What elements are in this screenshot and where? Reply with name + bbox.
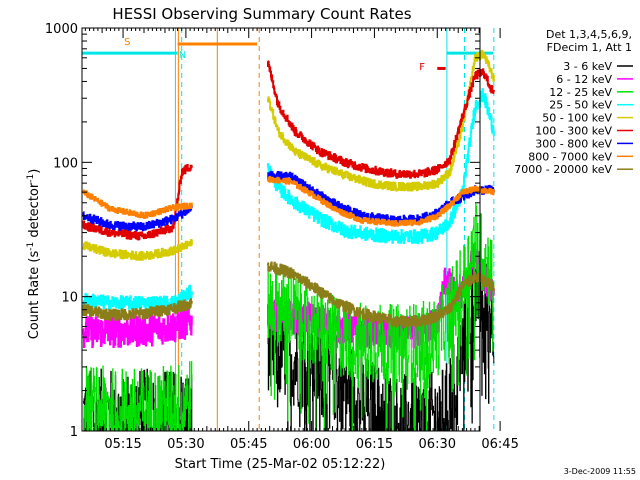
y-tick-label: 1000	[45, 22, 78, 37]
generation-timestamp: 3-Dec-2009 11:55	[564, 467, 636, 476]
annotation-n: N	[179, 50, 186, 61]
y-axis-label-sup2: -1	[26, 174, 36, 183]
series-line-4-segment-1	[267, 49, 495, 192]
series-line-7-segment-0	[82, 189, 193, 219]
series-line-8-segment-0	[82, 298, 193, 322]
x-tick-label: 06:00	[293, 437, 330, 452]
y-axis-label: Count Rate (s-1 detector-1)	[26, 169, 42, 340]
x-tick-label: 06:15	[356, 437, 393, 452]
chart-title: HESSI Observing Summary Count Rates	[112, 5, 411, 23]
series-line-3-segment-1	[267, 88, 495, 245]
y-tick-label: 100	[53, 156, 78, 171]
legend-label: 25 - 50 keV	[549, 99, 612, 112]
annotation-f: F	[419, 62, 425, 73]
series-line-2-segment-1	[267, 203, 495, 432]
series-line-2-segment-0	[83, 361, 193, 432]
legend-label: 3 - 6 keV	[563, 60, 612, 73]
legend-label: 300 - 800 keV	[535, 137, 612, 150]
y-axis-label-mid: detector	[27, 182, 42, 242]
y-axis-label-end: )	[27, 169, 42, 174]
legend-header-line-2: FDecim 1, Att 1	[547, 41, 632, 54]
legend-label: 7000 - 20000 keV	[514, 163, 612, 176]
series-line-3-segment-0	[82, 284, 193, 311]
x-tick-label: 05:30	[167, 437, 204, 452]
legend-label: 12 - 25 keV	[549, 86, 612, 99]
axes: 1 10 100 1000 05:15 05:30 05:45 06:00 06:15 06:30…	[45, 22, 519, 452]
legend-label: 50 - 100 keV	[542, 112, 612, 125]
x-tick-label: 06:30	[419, 437, 456, 452]
series-line-6-segment-1	[267, 170, 495, 225]
annotation-s: S	[124, 37, 130, 48]
series-line-6-segment-0	[82, 204, 193, 232]
x-axis-label: Start Time (25-Mar-02 05:12:22)	[175, 457, 386, 472]
series-line-4-segment-0	[82, 239, 193, 261]
series-line-7-segment-1	[267, 175, 495, 227]
x-tick-label: 05:45	[230, 437, 267, 452]
legend-header-line-1: Det 1,3,4,5,6,9,	[546, 28, 632, 41]
series-line-5-segment-0	[82, 164, 193, 241]
x-tick-label: 06:45	[481, 437, 518, 452]
x-tick-label: 05:15	[104, 437, 141, 452]
y-axis-label-main: Count Rate (s	[27, 251, 42, 340]
series-line-5-segment-1	[267, 60, 495, 179]
legend-label: 800 - 7000 keV	[528, 150, 612, 163]
series-line-1-segment-0	[82, 305, 193, 349]
y-axis-label-sup1: -1	[26, 242, 36, 251]
plot-frame	[81, 27, 481, 432]
legend-label: 100 - 300 keV	[535, 125, 612, 138]
legend: Det 1,3,4,5,6,9, FDecim 1, Att 1 3 - 6 k…	[514, 28, 633, 176]
y-tick-label: 1	[70, 425, 78, 440]
series-line-8-segment-1	[267, 261, 495, 328]
legend-label: 6 - 12 keV	[556, 73, 612, 86]
y-tick-label: 10	[61, 291, 78, 306]
